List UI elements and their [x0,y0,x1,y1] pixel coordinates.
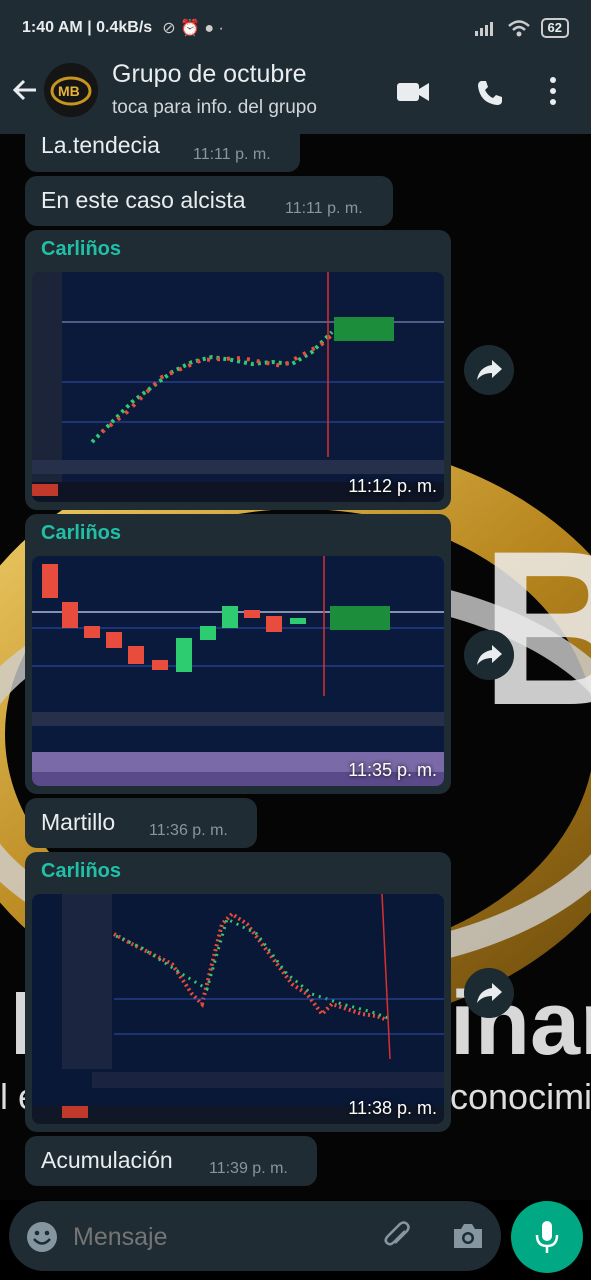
message-time: 11:11 p. m. [285,200,363,217]
group-avatar[interactable]: MB [44,63,98,117]
message-time: 11:35 p. m. [348,760,437,780]
message-time: 11:12 p. m. [348,476,437,496]
message-time: 11:36 p. m. [149,822,228,839]
message-bubble[interactable]: Martillo 11:36 p. m. [25,798,257,848]
message-bubble[interactable]: La.tendecia 11:11 p. m. [25,132,300,172]
message-text: En este caso alcista [41,187,246,213]
svg-text:B: B [480,505,591,751]
wifi-icon [507,20,530,37]
message-time: 11:39 p. m. [209,1160,288,1177]
group-logo-image: MB [44,63,98,117]
image-message[interactable]: Carliños 11:12 p. m. [25,230,451,510]
message-time: 11:38 p. m. [348,1098,437,1118]
svg-text:conocimie: conocimie [450,1076,591,1117]
group-title[interactable]: Grupo de octubre [112,60,307,88]
status-time: 1:40 AM [22,19,83,36]
camera-icon[interactable] [451,1221,485,1251]
status-bar: 1:40 AM | 0.4kB/s ⊘ ⏰ ● · 62 [0,0,591,56]
attach-icon[interactable] [381,1219,415,1253]
message-text: Acumulación [41,1147,173,1173]
battery-level: 62 [547,20,562,35]
message-time: 11:11 p. m. [193,146,271,163]
trading-chart-image [32,556,444,786]
message-text: La.tendecia [41,132,160,158]
forward-icon[interactable] [464,968,514,1018]
forward-icon[interactable] [464,345,514,395]
message-bubble[interactable]: En este caso alcista 11:11 p. m. [25,176,393,226]
sender-name: Carliños [41,238,122,260]
message-composer [9,1201,501,1271]
microphone-icon [535,1221,559,1253]
network-speed: 0.4kB/s [96,19,153,36]
chart-photo[interactable] [32,272,444,502]
battery-icon: 62 [540,18,569,38]
emoji-icon[interactable] [25,1220,59,1254]
message-bubble[interactable]: Acumulación 11:39 p. m. [25,1136,317,1186]
sender-name: Carliños [41,522,122,544]
video-call-icon[interactable] [396,80,430,104]
voice-call-icon[interactable] [475,78,505,108]
forward-icon[interactable] [464,630,514,680]
chart-photo[interactable] [32,556,444,786]
trading-chart-image [32,894,444,1124]
back-arrow-icon[interactable] [10,74,42,106]
chat-header[interactable]: MB Grupo de octubre toca para info. del … [0,56,591,134]
more-options-icon[interactable] [548,76,558,106]
sender-name: Carliños [41,860,122,882]
chart-photo[interactable] [32,894,444,1124]
group-subtitle[interactable]: toca para info. del grupo [112,97,317,118]
notification-icons: ⊘ ⏰ ● · [162,20,224,37]
image-message[interactable]: Carliños 11:38 p. m. [25,852,451,1132]
trading-chart-image [32,272,444,502]
message-text: Martillo [41,809,116,835]
svg-text:MB: MB [58,83,80,99]
image-message[interactable]: Carliños 11:35 p. m. [25,514,451,794]
message-input[interactable] [71,1215,365,1259]
signal-icon [474,22,493,36]
voice-record-button[interactable] [511,1201,583,1273]
